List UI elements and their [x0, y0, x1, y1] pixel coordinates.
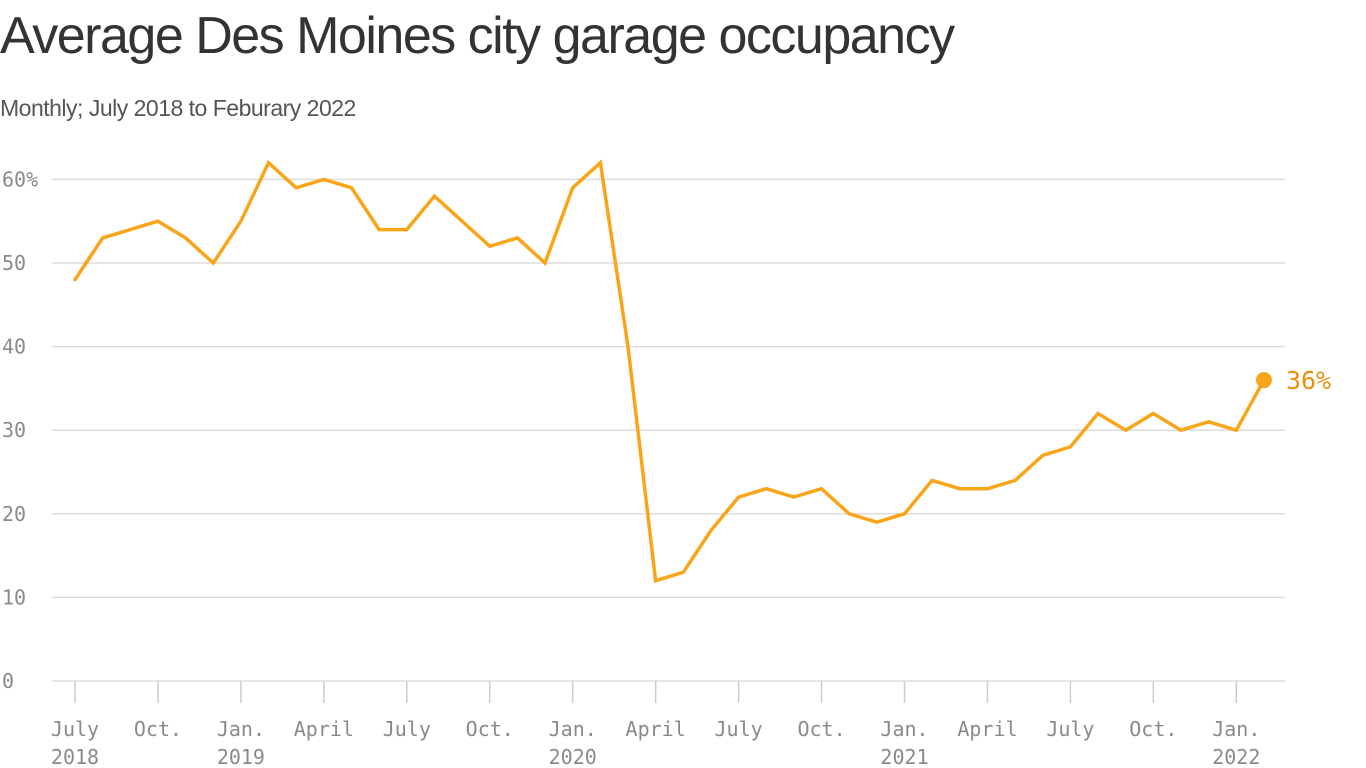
x-tick-label: Jan. [1212, 717, 1260, 741]
x-tick-label: Jan. [217, 717, 265, 741]
y-tick-label: 60% [2, 167, 38, 191]
x-axis-ticks: July 2018 Oct. Jan. 2019 April July Oct. Jan. 202… [51, 681, 1260, 768]
x-tick-label: April [294, 717, 354, 741]
x-tick-label: July [51, 717, 99, 741]
y-tick-label: 40 [2, 335, 26, 359]
x-tick-label: Oct. [134, 717, 182, 741]
x-tick-year-label: 2020 [549, 745, 597, 768]
end-value-label: 36% [1286, 366, 1331, 395]
x-tick-label: Oct. [797, 717, 845, 741]
gridlines [52, 178, 1285, 682]
x-tick-label: July [1046, 717, 1094, 741]
end-marker: 36% [1255, 366, 1331, 395]
y-tick-label: 50 [2, 251, 26, 275]
end-point [1255, 372, 1272, 389]
y-tick-label: 0 [2, 669, 14, 693]
y-tick-label: 20 [2, 502, 26, 526]
x-tick-label: Oct. [1129, 717, 1177, 741]
x-tick-label: April [626, 717, 686, 741]
y-axis-ticks: 60% 50 40 30 20 10 0 [2, 167, 38, 693]
x-tick-label: Jan. [549, 717, 597, 741]
x-tick-label: April [957, 717, 1017, 741]
x-tick-label: July [715, 717, 763, 741]
x-tick-label: Oct. [466, 717, 514, 741]
chart-title: Average Des Moines city garage occupancy [0, 7, 955, 65]
x-tick-year-label: 2021 [880, 745, 928, 768]
y-tick-label: 10 [2, 585, 26, 609]
x-tick-label: July [383, 717, 431, 741]
x-tick-year-label: 2019 [217, 745, 265, 768]
series-line [73, 159, 1266, 583]
x-tick-label: Jan. [880, 717, 928, 741]
occupancy-line [73, 159, 1266, 583]
x-tick-year-label: 2018 [51, 745, 99, 768]
x-tick-year-label: 2022 [1212, 745, 1260, 768]
chart-subtitle: Monthly; July 2018 to Feburary 2022 [0, 95, 356, 121]
y-tick-label: 30 [2, 418, 26, 442]
